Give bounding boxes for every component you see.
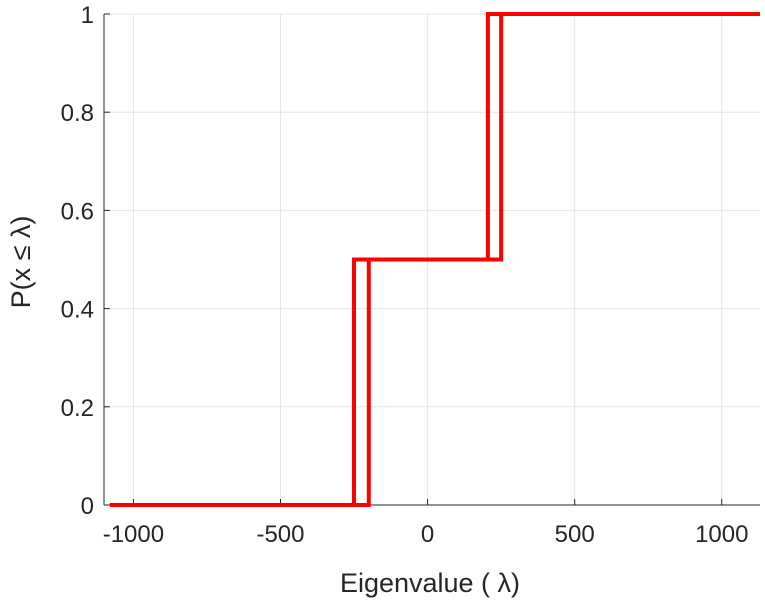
x-tick-label: 0 (421, 521, 434, 548)
y-tick-label: 0.6 (61, 198, 94, 225)
tick-labels: -1000 -500 0 500 1000 0 0.2 0.4 0.6 0.8 1 (61, 2, 749, 548)
y-tick-label: 0.8 (61, 100, 94, 127)
y-tick-label: 1 (81, 2, 94, 29)
y-tick-label: 0.4 (61, 297, 94, 324)
x-tick-label: -1000 (103, 521, 164, 548)
x-tick-label: 500 (555, 521, 595, 548)
y-tick-label: 0 (81, 493, 94, 520)
y-axis-label: P(x ≤ λ) (6, 216, 36, 309)
y-tick-label: 0.2 (61, 395, 94, 422)
series-group (109, 12, 760, 507)
x-tick-label: 1000 (695, 521, 748, 548)
series-line-2 (109, 12, 760, 507)
x-axis-label: Eigenvalue ( λ) (340, 568, 520, 598)
x-tick-label: -500 (256, 521, 304, 548)
